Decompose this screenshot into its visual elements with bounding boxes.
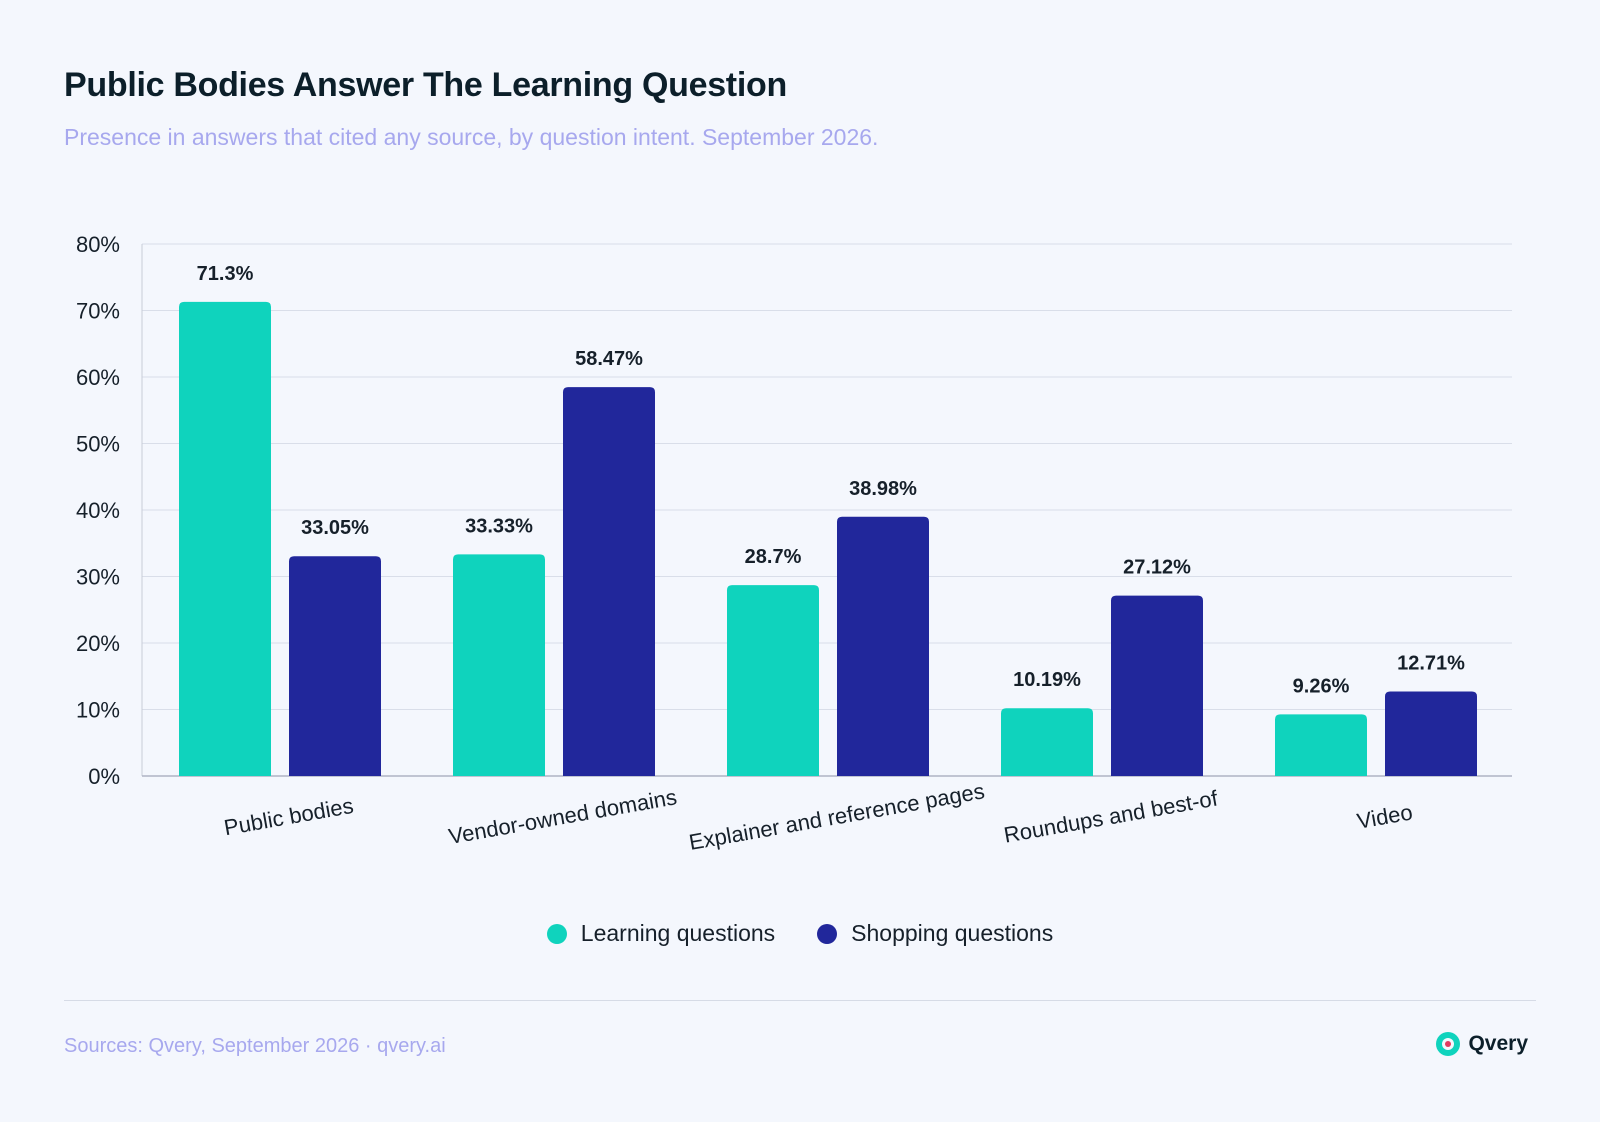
bar bbox=[1275, 714, 1367, 776]
legend-swatch-shopping bbox=[817, 923, 838, 944]
legend-item-shopping: Shopping questions bbox=[817, 920, 1053, 947]
y-tick-label: 50% bbox=[76, 432, 120, 457]
legend-label-shopping: Shopping questions bbox=[851, 920, 1054, 946]
x-category-label: Vendor-owned domains bbox=[447, 784, 679, 849]
bar bbox=[1385, 691, 1477, 776]
data-label: 10.19% bbox=[1013, 669, 1081, 691]
x-category-label: Explainer and reference pages bbox=[687, 778, 986, 855]
y-tick-label: 40% bbox=[76, 498, 120, 523]
bar-chart: 0% 10% 20% 30% 40% 50% 60% 70% 80% 71.3% 33.05% Pub… bbox=[76, 232, 1512, 855]
data-label: 9.26% bbox=[1293, 675, 1350, 697]
x-category-label: Roundups and best-of bbox=[1002, 785, 1220, 847]
x-category-label: Public bodies bbox=[222, 793, 355, 840]
source-note: Sources: Qvery, September 2026 · qvery.a… bbox=[64, 1035, 446, 1057]
bar bbox=[289, 556, 381, 776]
bar bbox=[453, 554, 545, 776]
footer-divider bbox=[64, 1000, 1536, 1001]
x-category-label: Video bbox=[1355, 799, 1414, 833]
legend: Learning questions Shopping questions bbox=[0, 920, 1600, 947]
qvery-logo-icon bbox=[1436, 1032, 1461, 1056]
brand-logo: Qvery bbox=[1436, 1032, 1528, 1056]
bar bbox=[1111, 595, 1203, 776]
bar bbox=[179, 301, 271, 776]
chart-subtitle: Presence in answers that cited any sourc… bbox=[64, 124, 879, 150]
data-label: 71.3% bbox=[197, 263, 254, 285]
brand-name: Qvery bbox=[1468, 1032, 1528, 1055]
y-tick-label: 10% bbox=[76, 698, 120, 723]
y-tick-label: 60% bbox=[76, 365, 120, 390]
y-tick-label: 70% bbox=[76, 299, 120, 324]
bar bbox=[727, 585, 819, 776]
bar bbox=[1001, 708, 1093, 776]
data-label: 33.05% bbox=[301, 517, 369, 539]
y-tick-label: 20% bbox=[76, 631, 120, 656]
data-label: 28.7% bbox=[745, 546, 802, 568]
y-tick-label: 80% bbox=[76, 232, 120, 257]
data-label: 12.71% bbox=[1397, 652, 1465, 674]
bar bbox=[837, 516, 929, 776]
y-tick-label: 0% bbox=[88, 764, 120, 789]
bar bbox=[563, 387, 655, 776]
data-label: 38.98% bbox=[849, 478, 917, 500]
data-label: 27.12% bbox=[1123, 557, 1191, 579]
legend-item-learning: Learning questions bbox=[546, 920, 776, 947]
data-label: 33.33% bbox=[465, 515, 533, 537]
legend-label-learning: Learning questions bbox=[580, 920, 776, 946]
chart-title: Public Bodies Answer The Learning Questi… bbox=[64, 66, 787, 104]
data-label: 58.47% bbox=[575, 348, 643, 370]
y-tick-label: 30% bbox=[76, 565, 120, 590]
legend-swatch-learning bbox=[546, 923, 567, 944]
